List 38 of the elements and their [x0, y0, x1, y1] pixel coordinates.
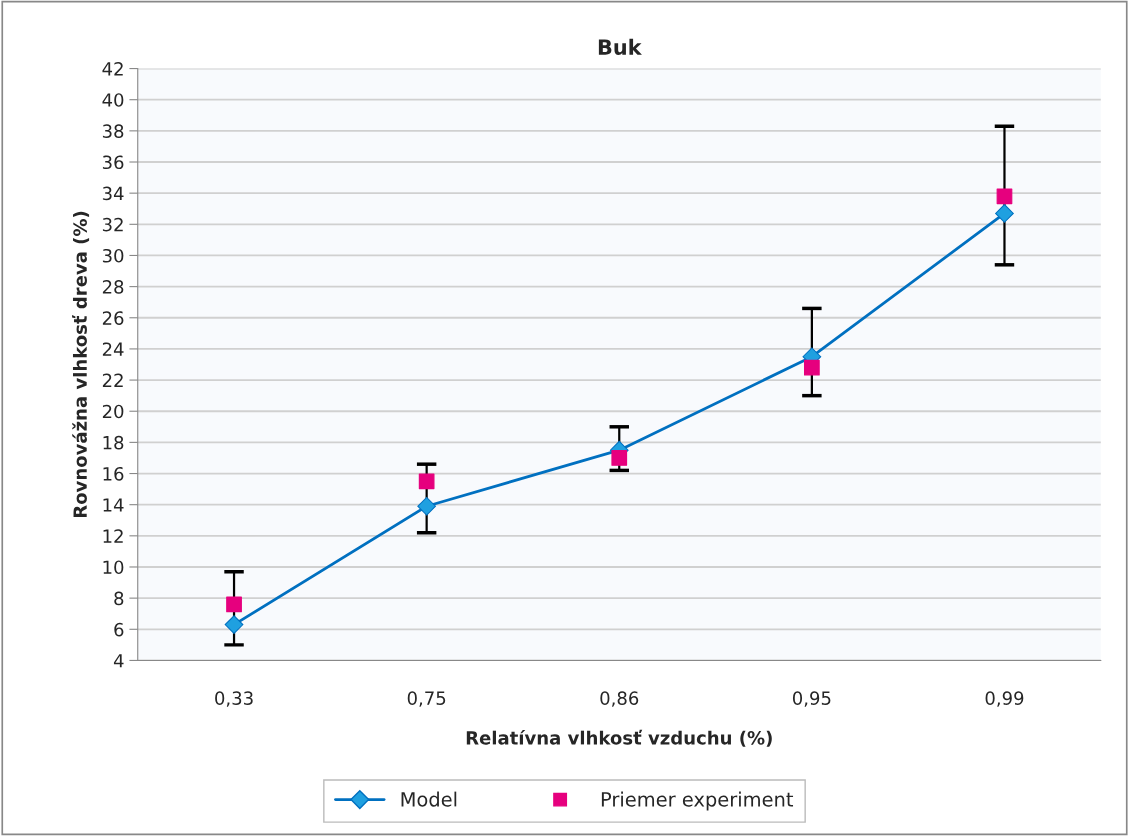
- point: [803, 359, 820, 376]
- y-tick-label: 36: [102, 155, 124, 170]
- y-tick-label: 10: [103, 560, 124, 575]
- point: [226, 596, 242, 613]
- y-tick-label: 18: [103, 435, 124, 450]
- y-tick-label: 38: [102, 124, 124, 138]
- point: [995, 204, 1014, 223]
- y-tick-label: 34: [102, 186, 124, 201]
- y-tick-label: 16: [103, 466, 124, 481]
- y-axis-title: Rovnovážna vlhkosť dreva (%): [72, 211, 90, 518]
- x-tick-label: 0,86: [600, 691, 639, 707]
- point: [224, 615, 244, 634]
- point: [996, 188, 1013, 205]
- x-tick-label: 0,95: [792, 691, 831, 707]
- y-tick-label: 22: [102, 373, 123, 387]
- x-tick-label: 0,33: [215, 691, 253, 707]
- y-tick-label: 42: [102, 62, 123, 76]
- x-tick-label: 0,75: [407, 691, 446, 707]
- y-tick-label: 30: [102, 248, 124, 263]
- y-tick-label: 32: [102, 217, 123, 232]
- y-tick-label: 8: [114, 591, 124, 606]
- legend-label: Priemer experiment: [601, 791, 794, 811]
- y-tick-label: 20: [102, 404, 124, 419]
- y-tick-label: 24: [102, 342, 124, 356]
- x-tick-label: 0,99: [985, 691, 1024, 707]
- point: [611, 450, 628, 466]
- y-tick-label: 12: [103, 529, 123, 543]
- point: [417, 496, 437, 516]
- y-tick-label: 14: [103, 498, 124, 512]
- y-tick-label: 6: [114, 622, 124, 637]
- point: [418, 473, 435, 490]
- x-axis-title: Relatívna vlhkosť vzduchu (%): [466, 729, 772, 747]
- y-tick-label: 4: [113, 654, 124, 668]
- legend-label: Model: [401, 791, 457, 807]
- y-tick-label: 26: [102, 311, 124, 325]
- y-tick-label: 40: [102, 93, 124, 107]
- chart-title: Buk: [598, 38, 642, 55]
- y-tick-label: 28: [102, 280, 124, 294]
